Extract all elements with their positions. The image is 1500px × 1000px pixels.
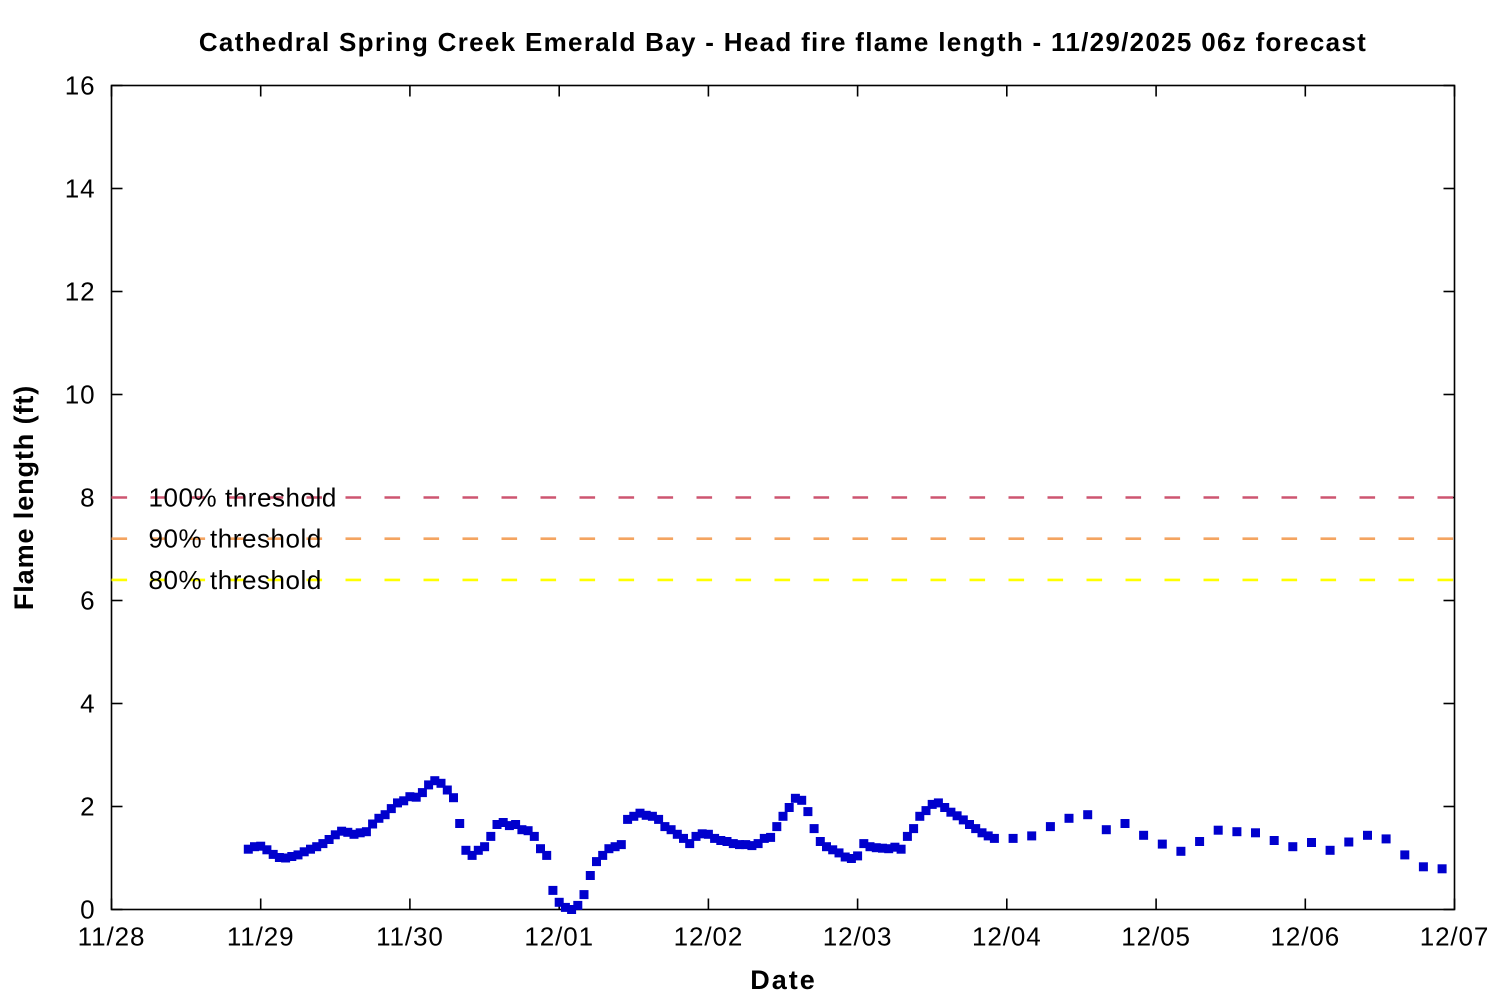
svg-text:11/30: 11/30 [376, 922, 444, 952]
svg-text:12: 12 [65, 277, 96, 307]
svg-text:4: 4 [80, 689, 95, 719]
svg-text:12/03: 12/03 [823, 922, 893, 952]
svg-text:100% threshold: 100% threshold [149, 483, 337, 513]
svg-text:14: 14 [65, 174, 96, 204]
svg-text:12/06: 12/06 [1271, 922, 1341, 952]
svg-text:Date: Date [750, 965, 817, 995]
svg-text:90% threshold: 90% threshold [149, 524, 322, 554]
svg-text:11/29: 11/29 [227, 922, 295, 952]
svg-text:10: 10 [65, 380, 96, 410]
svg-text:12/04: 12/04 [972, 922, 1042, 952]
svg-text:12/05: 12/05 [1121, 922, 1191, 952]
svg-text:12/07: 12/07 [1420, 922, 1490, 952]
svg-text:12/02: 12/02 [674, 922, 744, 952]
svg-text:0: 0 [80, 895, 95, 925]
svg-text:Flame length (ft): Flame length (ft) [9, 385, 39, 610]
svg-text:16: 16 [65, 71, 96, 101]
svg-text:80% threshold: 80% threshold [149, 565, 322, 595]
svg-text:11/28: 11/28 [78, 922, 146, 952]
svg-text:2: 2 [80, 792, 95, 822]
svg-text:6: 6 [80, 586, 95, 616]
svg-text:8: 8 [80, 483, 95, 513]
svg-text:Cathedral Spring Creek Emerald: Cathedral Spring Creek Emerald Bay - Hea… [199, 27, 1367, 57]
svg-text:12/01: 12/01 [524, 922, 594, 952]
